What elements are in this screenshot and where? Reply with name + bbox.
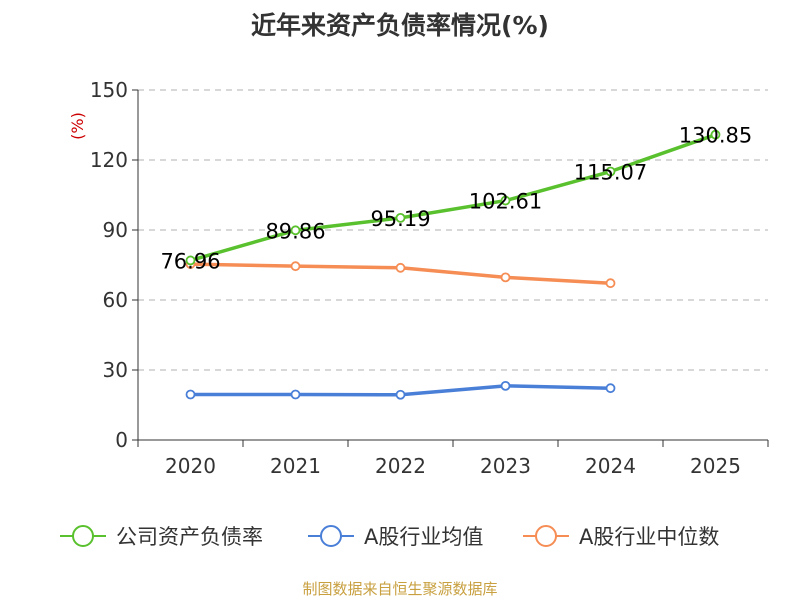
data-label: 95.19 — [370, 207, 430, 231]
x-tick-label: 2024 — [585, 454, 636, 478]
y-tick-label: 90 — [103, 218, 128, 242]
data-label: 76.96 — [160, 249, 220, 273]
y-tick-label: 120 — [90, 148, 128, 172]
data-label: 115.07 — [574, 161, 647, 185]
y-tick-label: 0 — [115, 428, 128, 452]
axes — [137, 90, 769, 447]
series-point-2[interactable] — [500, 272, 511, 283]
series-point-0[interactable] — [395, 212, 406, 223]
data-label: 89.86 — [265, 219, 325, 243]
series-line-0 — [190, 133, 717, 263]
data-label: 102.61 — [469, 190, 542, 214]
series-point-1[interactable] — [500, 380, 511, 391]
y-tick-label: 150 — [90, 78, 128, 102]
y-axis-unit: (%) — [68, 112, 87, 140]
series-point-2[interactable] — [605, 278, 616, 289]
data-labels: 76.96 89.86 95.19 102.61 115.07 130.85 — [160, 124, 752, 274]
series-point-2[interactable] — [290, 261, 301, 272]
x-tick-label: 2021 — [270, 454, 321, 478]
series-point-1[interactable] — [605, 383, 616, 394]
y-tick-label: 60 — [103, 288, 128, 312]
series-point-0[interactable] — [605, 166, 616, 177]
legend-item-1[interactable]: A股行业均值 — [308, 525, 483, 549]
series-point-1[interactable] — [290, 389, 301, 400]
series-group — [185, 129, 721, 400]
legend-marker — [535, 525, 557, 547]
legend-item-2[interactable]: A股行业中位数 — [523, 525, 719, 549]
x-tick-label: 2023 — [480, 454, 531, 478]
legend-label: A股行业均值 — [364, 525, 483, 549]
series-point-1[interactable] — [185, 389, 196, 400]
series-point-2[interactable] — [395, 262, 406, 273]
y-tick-label: 30 — [103, 358, 128, 382]
series-point-0[interactable] — [290, 225, 301, 236]
chart-title: 近年来资产负债率情况(%) — [251, 11, 549, 40]
series-point-1[interactable] — [395, 389, 406, 400]
legend-item-0[interactable]: 公司资产负债率 — [60, 525, 263, 549]
series-point-0[interactable] — [500, 195, 511, 206]
x-tick-label: 2025 — [690, 454, 741, 478]
legend-marker — [72, 525, 94, 547]
legend-label: 公司资产负债率 — [116, 525, 263, 549]
legend-label: A股行业中位数 — [579, 525, 719, 549]
x-tick-label: 2020 — [165, 454, 216, 478]
x-tick-label: 2022 — [375, 454, 426, 478]
series-point-0[interactable] — [710, 129, 721, 140]
data-label: 130.85 — [679, 124, 752, 148]
legend[interactable]: 公司资产负债率 A股行业均值 A股行业中位数 — [60, 525, 719, 549]
series-point-0[interactable] — [185, 255, 196, 266]
legend-marker — [320, 525, 342, 547]
data-source-note: 制图数据来自恒生聚源数据库 — [302, 580, 497, 598]
grid-lines — [132, 89, 768, 441]
tick-labels: 0 30 60 90 120 150 2020 2021 2022 2023 2024 2025 — [90, 78, 741, 478]
